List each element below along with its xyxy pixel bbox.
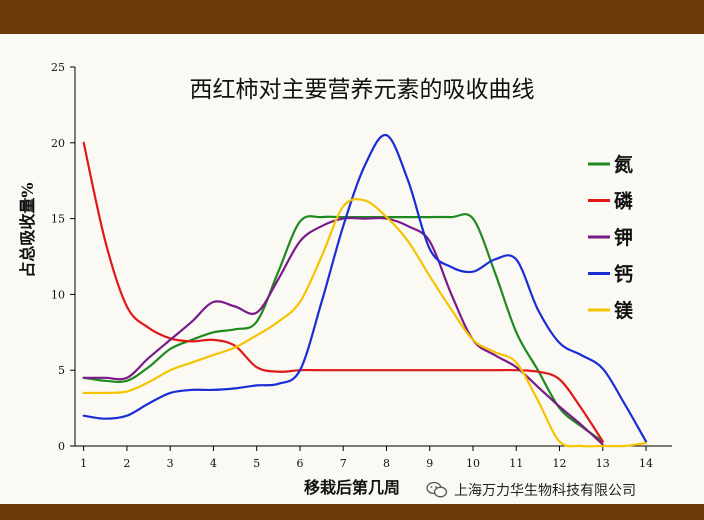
footer-bar bbox=[0, 504, 704, 520]
legend-label: 氮 bbox=[614, 153, 633, 176]
x-tick-label: 9 bbox=[426, 457, 433, 470]
x-tick-label: 11 bbox=[509, 457, 523, 470]
wechat-icon bbox=[426, 481, 448, 498]
y-axis-label: 占总吸收量% bbox=[18, 182, 37, 277]
legend-label: 钾 bbox=[614, 226, 633, 249]
legend-label: 钙 bbox=[614, 263, 633, 286]
x-tick-label: 3 bbox=[167, 457, 174, 470]
legend-label: 磷 bbox=[614, 190, 633, 213]
x-tick-label: 13 bbox=[596, 457, 610, 470]
series-line-4 bbox=[82, 134, 648, 443]
y-tick-label: 15 bbox=[51, 213, 65, 226]
x-tick-label: 1 bbox=[80, 457, 87, 470]
series-line-5 bbox=[82, 197, 648, 448]
x-tick-label: 6 bbox=[296, 457, 303, 470]
y-tick-label: 25 bbox=[51, 61, 65, 74]
watermark-text: 上海万力华生物科技有限公司 bbox=[454, 483, 636, 499]
y-tick-label: 20 bbox=[51, 137, 65, 150]
x-tick-label: 7 bbox=[340, 457, 347, 470]
chart-title: 西红柿对主要营养元素的吸收曲线 bbox=[190, 77, 535, 103]
y-tick-label: 0 bbox=[58, 440, 65, 453]
series-line-1 bbox=[82, 213, 604, 443]
x-tick-label: 2 bbox=[123, 457, 130, 470]
legend-label: 镁 bbox=[614, 299, 633, 322]
x-tick-label: 14 bbox=[639, 457, 653, 470]
series-lines bbox=[82, 134, 648, 448]
series-line-2 bbox=[82, 141, 604, 443]
x-tick-label: 5 bbox=[253, 457, 260, 470]
y-tick-label: 10 bbox=[51, 288, 65, 301]
x-tick-label: 8 bbox=[383, 457, 390, 470]
header-bar bbox=[0, 0, 704, 34]
series-line-3 bbox=[82, 216, 604, 446]
x-axis-label: 移栽后第几周 bbox=[304, 478, 400, 497]
x-tick-label: 12 bbox=[553, 457, 567, 470]
x-tick-label: 10 bbox=[466, 457, 480, 470]
x-tick-label: 4 bbox=[210, 457, 217, 470]
y-tick-label: 5 bbox=[58, 364, 65, 377]
watermark: 上海万力华生物科技有限公司 bbox=[426, 478, 636, 502]
